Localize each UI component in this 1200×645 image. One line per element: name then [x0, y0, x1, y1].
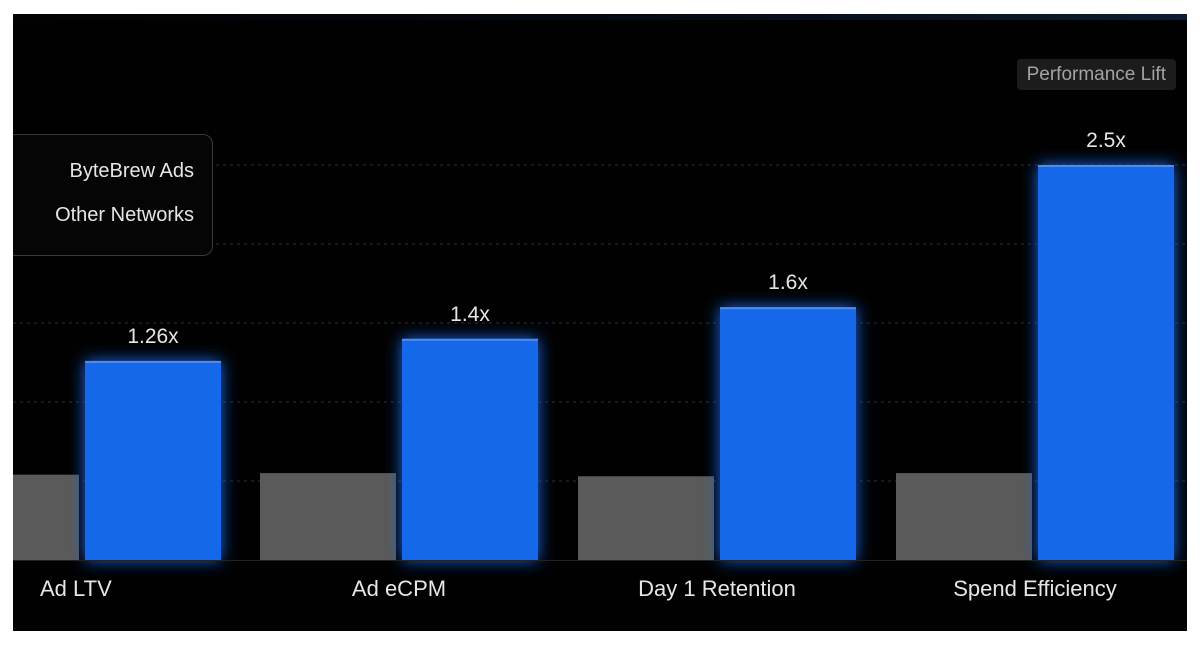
bar-top-highlight — [85, 360, 221, 363]
top-glow — [13, 14, 1187, 20]
bar-bytebrew-ads — [1038, 165, 1174, 560]
bar-bytebrew-ads — [720, 307, 856, 560]
bar-other-networks — [13, 474, 79, 560]
bar-other-networks — [578, 476, 714, 560]
bar-chart: 1.26x Ad LTV 1.4x Ad eCPM 1.6x Day 1 Retentio… — [13, 129, 1187, 601]
data-label: 2.5x — [1086, 129, 1126, 152]
bar-bytebrew-ads — [402, 338, 538, 560]
category-label: Day 1 Retention — [638, 576, 796, 601]
performance-lift-badge: Performance Lift — [1016, 59, 1176, 90]
bar-top-highlight — [720, 307, 856, 310]
chart-panel: 1.26x Ad LTV 1.4x Ad eCPM 1.6x Day 1 Retentio… — [13, 14, 1187, 631]
category-label: Ad LTV — [40, 576, 112, 601]
category-label: Spend Efficiency — [953, 576, 1116, 601]
legend-item-other-networks: Other Networks — [55, 204, 194, 226]
data-label: 1.4x — [450, 303, 490, 326]
bar-other-networks — [896, 473, 1032, 560]
data-label: 1.26x — [127, 325, 179, 348]
bar-top-highlight — [402, 338, 538, 341]
legend: ByteBrew Ads Other Networks — [13, 134, 213, 256]
category-label: Ad eCPM — [352, 576, 446, 601]
bar-top-highlight — [1038, 165, 1174, 167]
bar-bytebrew-ads — [85, 360, 221, 560]
legend-item-bytebrew-ads: ByteBrew Ads — [69, 160, 194, 182]
data-label: 1.6x — [768, 271, 808, 294]
bar-other-networks — [260, 473, 396, 560]
